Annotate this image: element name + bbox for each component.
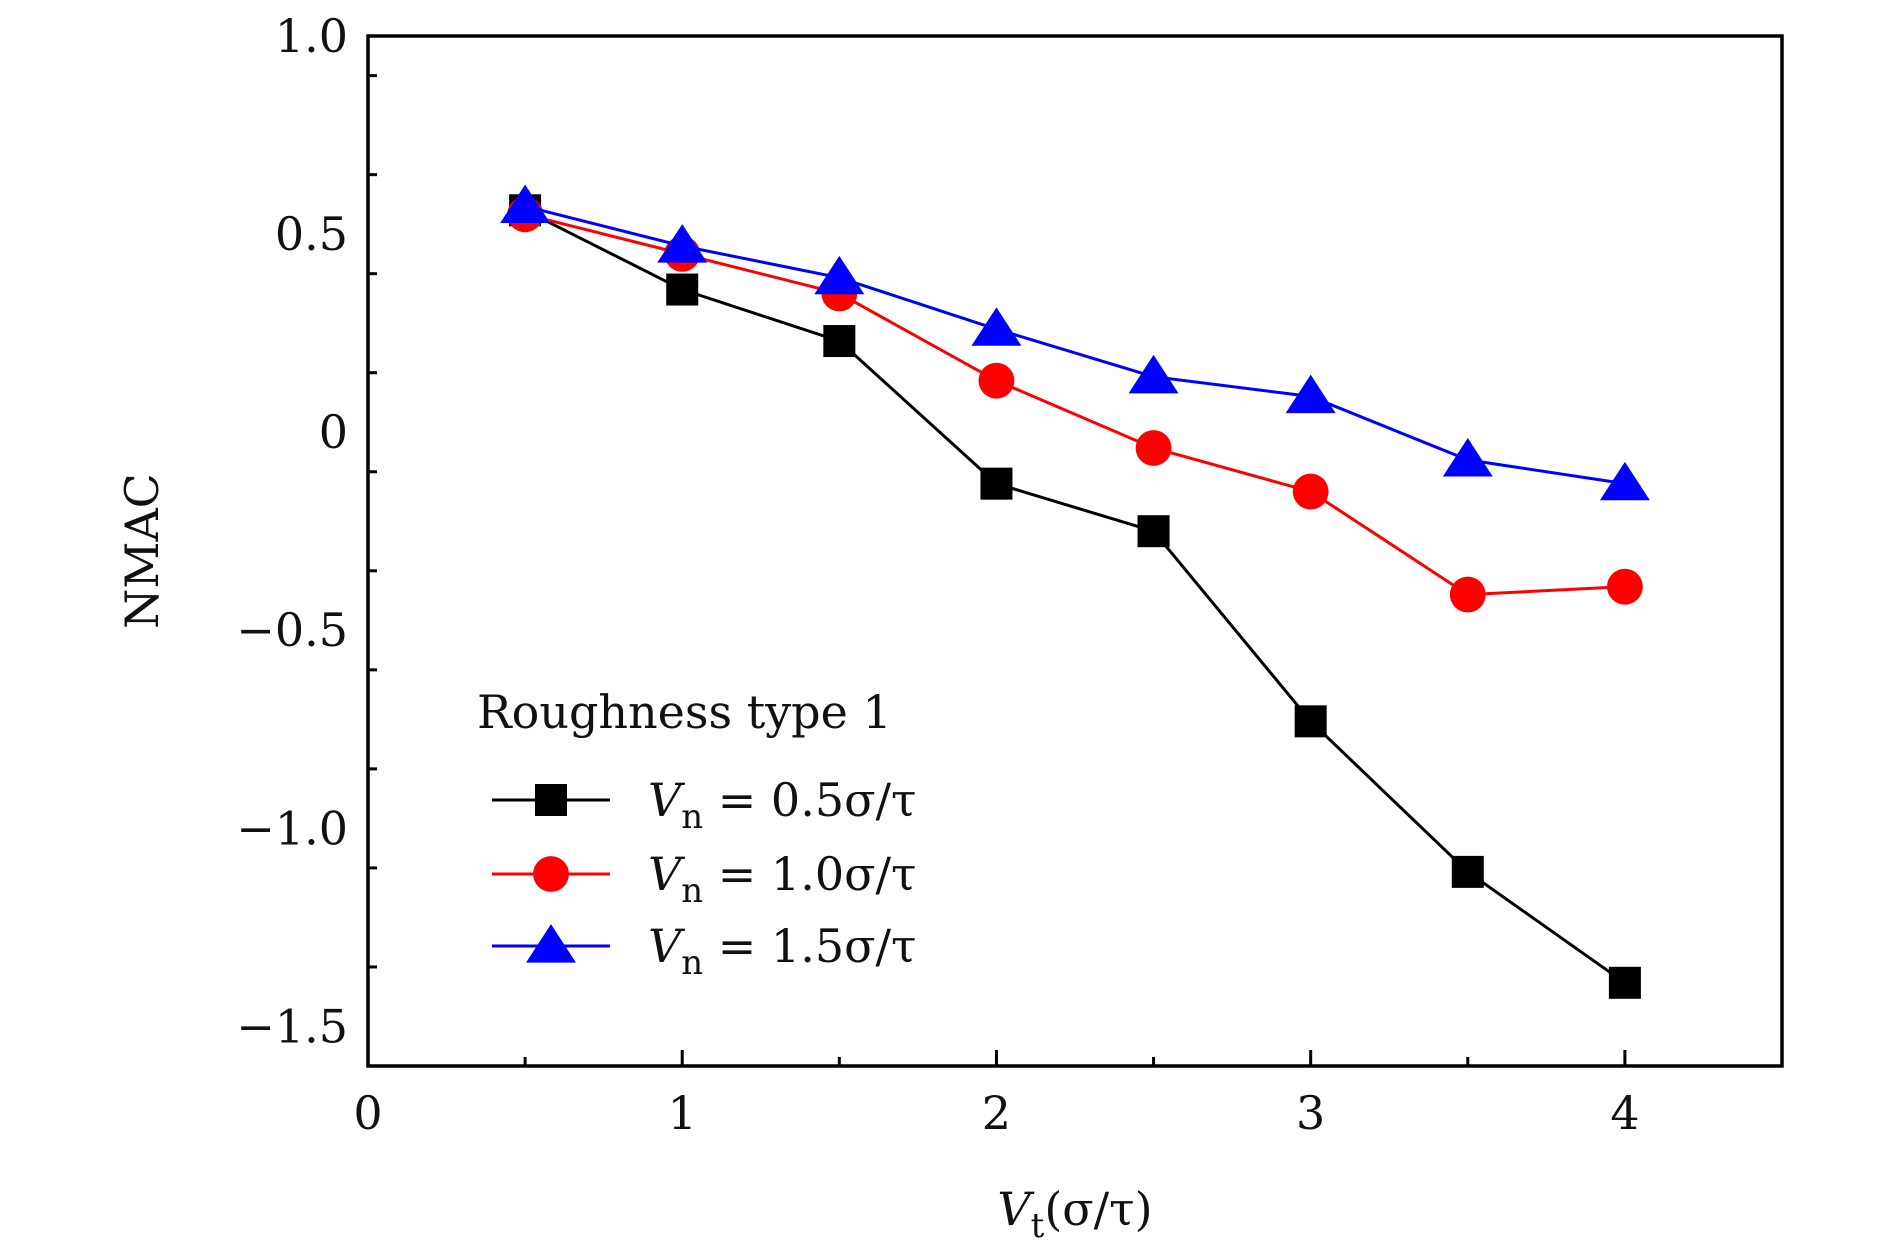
data-point-circle [1606, 568, 1643, 605]
data-point-triangle [971, 307, 1022, 346]
data-point-square [1294, 705, 1327, 738]
x-tick-label: 1 [668, 1086, 697, 1140]
legend-marker-square [535, 784, 567, 816]
legend-item: Vn = 1.5σ/τ [492, 919, 916, 983]
legend: Roughness type 1 Vn = 0.5σ/τVn = 1.0σ/τV… [477, 685, 916, 983]
y-tick-label: 1.0 [275, 9, 348, 63]
data-point-square [1451, 855, 1484, 888]
data-point-square [980, 467, 1013, 500]
series-line [524, 212, 1625, 597]
y-axis-title: NMAC [115, 473, 169, 629]
x-tick-label: 3 [1296, 1086, 1325, 1140]
x-axis-title: Vt(σ/τ) [997, 1182, 1152, 1246]
y-tick-label: −0.5 [236, 603, 348, 657]
data-point-circle [978, 362, 1015, 399]
data-point-triangle [1599, 461, 1650, 501]
series-line [524, 204, 1626, 486]
data-point-triangle [814, 255, 865, 295]
data-point-circle [1135, 430, 1172, 466]
data-point-circle [1449, 576, 1486, 613]
legend-item: Vn = 1.0σ/τ [492, 847, 916, 911]
y-tick-label: 0 [319, 405, 348, 459]
x-axis-title-sub: t [1031, 1206, 1045, 1246]
data-point-square [666, 273, 699, 306]
y-tick-label: −1.0 [236, 801, 348, 855]
x-axis-title-main: V [997, 1182, 1035, 1236]
data-point-triangle [1285, 374, 1336, 414]
data-point-square [1608, 966, 1641, 999]
x-tick-label: 4 [1610, 1086, 1639, 1140]
data-point-triangle [1442, 438, 1493, 477]
y-tick-label: 0.5 [275, 207, 348, 261]
data-point-circle [1292, 473, 1329, 510]
x-tick-label: 2 [982, 1086, 1011, 1140]
series-layer [500, 184, 1650, 999]
legend-marker-triangle [526, 924, 576, 963]
data-point-square [823, 325, 856, 358]
y-tick-label: −1.5 [236, 999, 348, 1053]
x-tick-label: 0 [353, 1086, 382, 1140]
legend-label: Vn = 0.5σ/τ [648, 773, 916, 837]
data-point-triangle [657, 224, 708, 263]
series-line [524, 208, 1626, 985]
legend-items: Vn = 0.5σ/τ Vn = 1.0σ/τ Vn = 1.5σ/τ [492, 773, 916, 983]
axis-ticks [366, 74, 1784, 1068]
data-point-square [1137, 515, 1170, 548]
legend-label: Vn = 1.0σ/τ [648, 847, 916, 911]
legend-label: Vn = 1.5σ/τ [648, 919, 916, 983]
series-3 [500, 184, 1650, 501]
tick-labels: 0 1 2 3 4 −1.5 −1.0 −0.5 0 0.5 1.0 [236, 9, 1639, 1140]
x-axis-title-rest: (σ/τ) [1044, 1182, 1152, 1236]
legend-marker-circle [533, 856, 569, 892]
legend-title: Roughness type 1 [477, 685, 892, 739]
data-point-triangle [1128, 354, 1179, 394]
data-point-triangle [500, 184, 551, 223]
legend-item: Vn = 0.5σ/τ [492, 773, 916, 837]
plot-frame [366, 34, 1784, 1068]
